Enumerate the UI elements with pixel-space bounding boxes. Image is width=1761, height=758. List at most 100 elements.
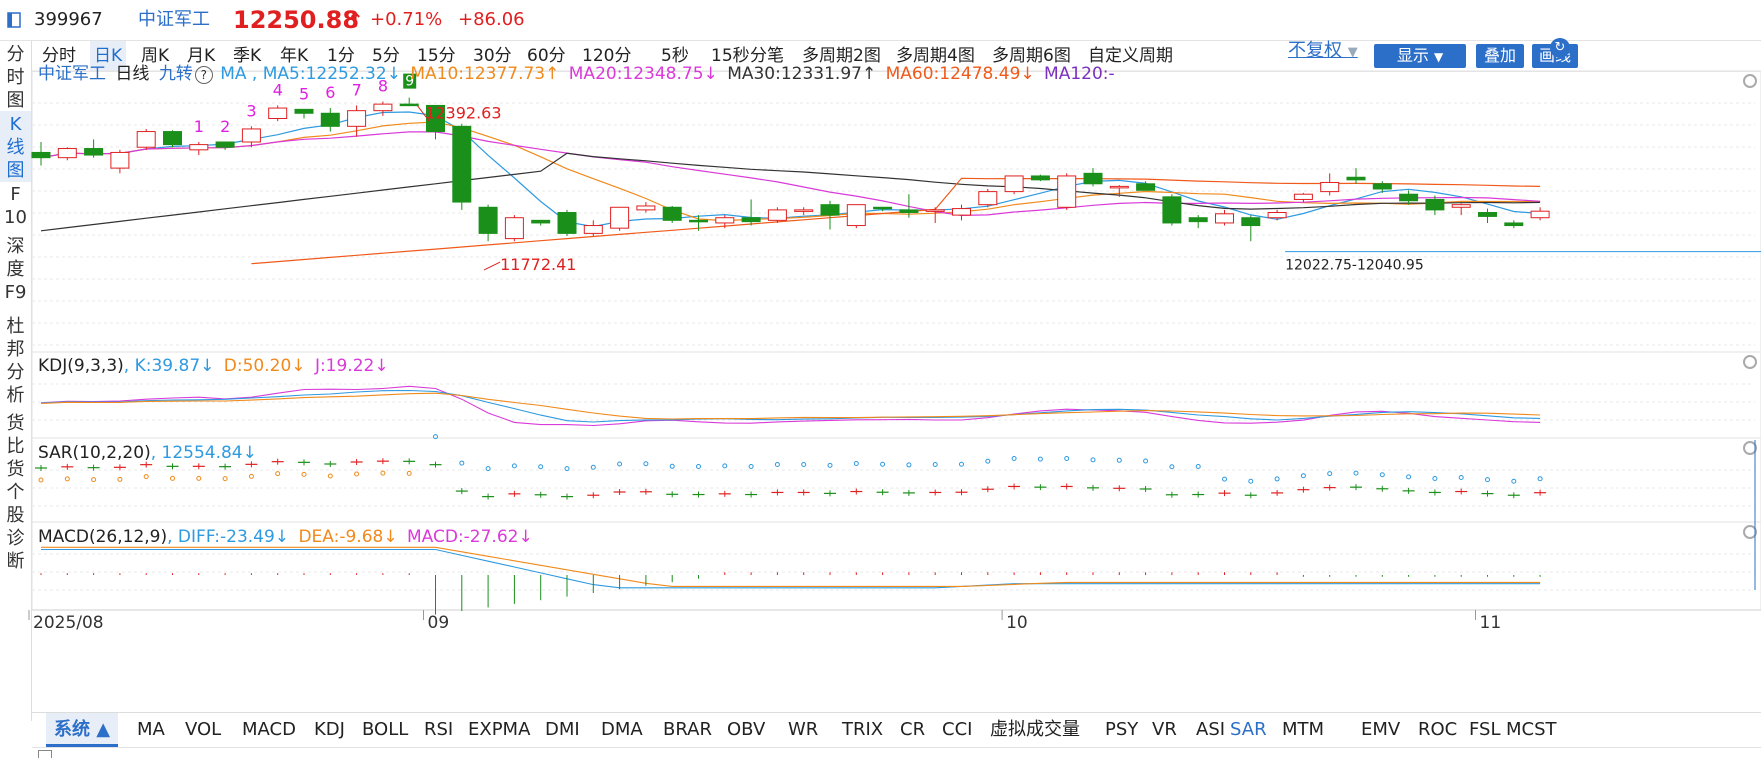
period-tab[interactable]: 周K [141, 46, 170, 66]
kdj-title[interactable]: KDJ(9,3,3) [38, 356, 124, 376]
sar-dot [64, 476, 70, 482]
indicator-tab[interactable]: 系统 ▲ [46, 713, 119, 747]
nine-turn-label: 8 [378, 77, 388, 96]
nav-char: 度 [6, 259, 25, 280]
candle-body [399, 103, 419, 107]
candle-body [1136, 183, 1156, 191]
display-button[interactable]: 显示 ▼ [1374, 44, 1466, 68]
period-tab[interactable]: 多周期4图 [896, 46, 975, 66]
period-tab[interactable]: 15秒 [711, 46, 750, 66]
nav-char: 图 [6, 90, 25, 111]
indicator-tab[interactable]: CCI [942, 719, 973, 740]
period-tab[interactable]: 多周期6图 [992, 46, 1071, 66]
indicator-tab[interactable]: DMA [601, 719, 643, 740]
period-tab[interactable]: 分时 [42, 46, 76, 66]
indicator-tab[interactable]: BRAR [663, 719, 712, 740]
sar-dot [880, 461, 886, 467]
nav-minute-chart[interactable]: 分时图 [0, 41, 31, 112]
adjust-dropdown[interactable]: 不复权 ▼ [1288, 36, 1358, 66]
candle-body [31, 151, 51, 159]
sar-dot [801, 461, 807, 467]
indicator-tab[interactable]: EXPMA [468, 719, 531, 740]
period-tab[interactable]: 60分 [527, 46, 566, 66]
sar-dot [722, 463, 728, 469]
period-tab[interactable]: 15分 [417, 46, 456, 66]
period-tab[interactable]: 季K [233, 46, 262, 66]
help-icon[interactable]: ? [194, 66, 213, 84]
time-axis-label: 11 [1480, 613, 1502, 633]
period-tab[interactable]: 5分 [372, 46, 400, 66]
nav-f10[interactable]: F 10 [0, 181, 31, 229]
sar-dot [748, 464, 754, 470]
legend-nine-turn[interactable]: 九转 [158, 64, 193, 84]
indicator-tab[interactable]: VOL [185, 719, 222, 740]
indicator-tab[interactable]: ASI [1196, 719, 1226, 740]
ma20-line [40, 131, 1541, 217]
macd-title[interactable]: MACD(26,12,9) [38, 527, 168, 547]
sar-dot [91, 477, 97, 483]
indicator-tab[interactable]: VR [1152, 719, 1177, 740]
legend-period: 日线 [115, 64, 150, 84]
indicator-tab[interactable]: MACD [242, 719, 296, 740]
sar-title[interactable]: SAR(10,2,20) [38, 443, 151, 463]
checkbox-icon[interactable] [38, 750, 52, 758]
sar-dot [1116, 457, 1122, 463]
indicator-tab[interactable]: WR [788, 719, 819, 740]
candle-body [1320, 181, 1340, 193]
kdj-k: , K:39.87↓ [123, 356, 215, 376]
period-tab[interactable]: 5秒 [661, 46, 689, 66]
period-tab[interactable]: 日K [90, 41, 127, 71]
indicator-tab[interactable]: MTM [1282, 719, 1325, 740]
period-tab[interactable]: 多周期2图 [802, 46, 881, 66]
nav-compare[interactable]: 货比货 [0, 410, 31, 481]
indicator-tab[interactable]: EMV [1361, 719, 1401, 740]
sar-dot [1248, 478, 1254, 484]
indicator-tab[interactable]: DMI [545, 719, 580, 740]
indicator-tab[interactable]: FSL [1469, 719, 1501, 740]
indicator-tab[interactable]: 虚拟成交量 [990, 719, 1080, 740]
sar-dot [248, 473, 254, 479]
sar-dot [853, 461, 859, 467]
indicator-tab[interactable]: RSI [424, 719, 454, 740]
sidebar-toggle-icon[interactable] [6, 0, 22, 40]
pane-frame [31, 437, 1761, 523]
period-tab[interactable]: 1分 [327, 46, 355, 66]
indicator-tab[interactable]: KDJ [314, 719, 345, 740]
period-tab[interactable]: 120分 [582, 46, 632, 66]
indicator-tab[interactable]: SAR [1230, 719, 1267, 740]
candle-body [873, 206, 893, 210]
indicator-tab[interactable]: MA [137, 719, 165, 740]
indicator-tab[interactable]: CR [900, 719, 926, 740]
candle-body [925, 209, 945, 212]
period-tab[interactable]: 30分 [473, 46, 512, 66]
period-tab[interactable]: 月K [187, 46, 216, 66]
nav-char: 诊 [6, 528, 25, 549]
overlay-button[interactable]: 叠加 [1476, 44, 1524, 68]
bottom-strip [32, 747, 1761, 758]
candle-body [189, 144, 209, 151]
candle-body [662, 206, 682, 221]
candle-body [1188, 217, 1208, 223]
nav-char: 货 [6, 459, 25, 480]
sar-dot [327, 473, 333, 479]
indicator-tab[interactable]: ROC [1418, 719, 1458, 740]
period-tab[interactable]: 自定义周期 [1088, 46, 1173, 66]
indicator-tab[interactable]: BOLL [362, 719, 409, 740]
chevron-down-icon: ▼ [1433, 50, 1444, 64]
indicator-tab[interactable]: TRIX [842, 719, 884, 740]
indicator-tab[interactable]: MCST [1506, 719, 1557, 740]
nav-depth-f9[interactable]: 深度 F9 [0, 233, 31, 304]
nav-dupont[interactable]: 杜邦分析 [0, 313, 31, 407]
indicator-tab[interactable]: OBV [727, 719, 766, 740]
candle-body [767, 209, 787, 221]
period-tab[interactable]: 年K [280, 46, 309, 66]
indicator-tab[interactable]: PSY [1105, 719, 1139, 740]
period-tab[interactable]: 分笔 [750, 46, 784, 66]
sar-dot [1537, 476, 1543, 482]
nav-diagnosis[interactable]: 个股诊断 [0, 479, 31, 573]
refresh-icon[interactable]: ↻ [1550, 38, 1570, 58]
sar-dot [696, 464, 701, 470]
